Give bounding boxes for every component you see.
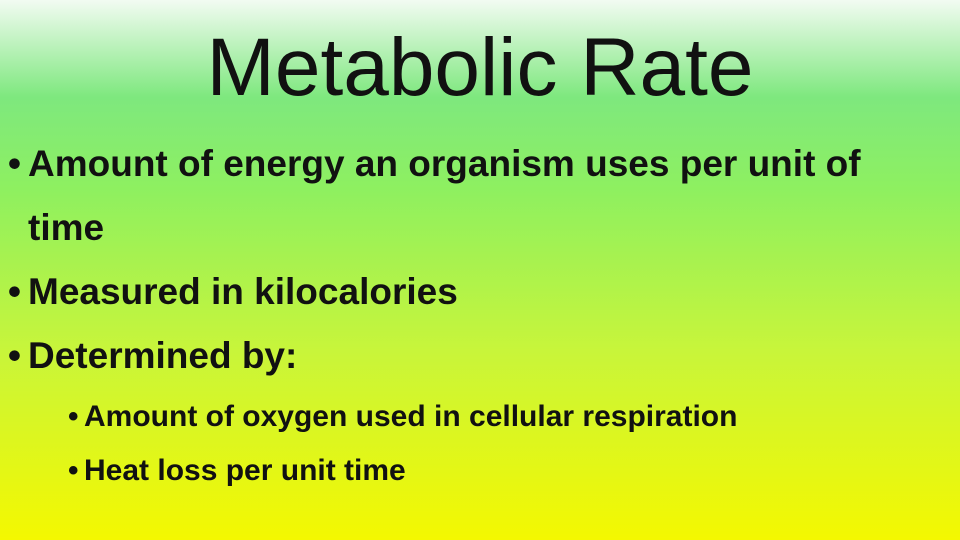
slide-title: Metabolic Rate [206, 22, 754, 113]
bullet-text: Determined by: [28, 335, 298, 376]
sub-bullet: Heat loss per unit time [68, 444, 938, 498]
bullet-text: Measured in kilocalories [28, 271, 458, 312]
sub-bullet-list: Amount of oxygen used in cellular respir… [28, 390, 938, 498]
sub-bullet: Amount of oxygen used in cellular respir… [68, 390, 938, 444]
bullet: Amount of energy an organism uses per un… [8, 132, 938, 260]
bullet: Measured in kilocalories [8, 260, 938, 324]
bullet-list: Amount of energy an organism uses per un… [8, 132, 938, 498]
bullet: Determined by: Amount of oxygen used in c… [8, 324, 938, 498]
bullet-text: Amount of energy an organism uses per un… [28, 143, 861, 248]
